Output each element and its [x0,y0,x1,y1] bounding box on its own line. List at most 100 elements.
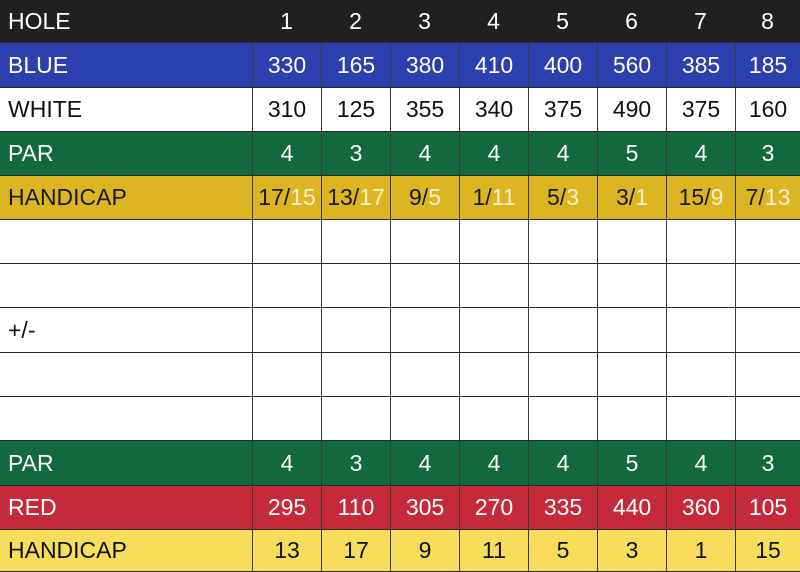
cell-value: 560 [612,51,652,78]
score-entry-cell[interactable] [459,397,528,440]
hole-6-value: 3 [597,530,666,571]
alt-handicap-value: 5 [428,184,441,210]
hole-3-value: 3 [390,0,459,42]
cell-value: 8 [761,7,774,34]
cell-value: 5 [556,7,569,34]
alt-handicap-value: 9 [710,184,724,210]
cell-value: 110 [337,494,375,520]
hole-4-value: 1/11 [459,176,528,219]
score-entry-cell[interactable] [252,220,321,263]
cell-value: 3 [349,140,363,166]
score-entry-cell[interactable] [252,264,321,307]
hole-7-value: 4 [666,441,735,485]
hole-2-value: 165 [321,43,390,87]
cell-value: 13 [274,537,300,563]
cell-value: 5/ [547,184,567,210]
hole-1-value: 330 [252,43,321,87]
score-entry-cell[interactable] [597,308,666,352]
hole-7-value: 1 [666,530,735,571]
alt-handicap-value: 15 [290,184,316,210]
score-entry-cell[interactable] [321,264,390,307]
score-entry-cell[interactable] [597,220,666,263]
hole-1-value: 13 [252,530,321,571]
score-entry-cell[interactable] [597,353,666,396]
hole-1-value: 295 [252,486,321,529]
score-entry-cell[interactable] [390,397,459,440]
score-entry-cell[interactable] [666,353,735,396]
cell-value: 4 [280,449,294,476]
score-entry-cell[interactable] [390,353,459,396]
score-entry-cell[interactable] [459,308,528,352]
cell-value: 330 [267,51,307,78]
score-entry-cell[interactable] [666,220,735,263]
hole-2-value: 3 [321,441,390,485]
cell-value: 5 [625,449,639,476]
score-entry-cell[interactable] [597,264,666,307]
score-entry-cell[interactable] [528,264,597,307]
score-entry-cell[interactable] [528,308,597,352]
score-entry-cell[interactable] [528,397,597,440]
cell-value: 11 [482,537,506,563]
score-entry-cell[interactable] [735,264,800,307]
score-entry-cell[interactable] [252,308,321,352]
score-entry-cell[interactable] [735,353,800,396]
hole-8-value: 15 [735,530,800,571]
cell-value: 4 [556,449,570,476]
hole-1-value: 310 [252,88,321,131]
score-entry-cell[interactable] [459,353,528,396]
score-entry-cell[interactable] [666,264,735,307]
score-entry-cell[interactable] [390,308,459,352]
score-entry-cell[interactable] [459,264,528,307]
score-entry-cell[interactable] [528,353,597,396]
score-entry-cell[interactable] [321,308,390,352]
row-label: HOLE [8,7,71,34]
score-entry-cell[interactable] [252,353,321,396]
cell-value: 375 [543,96,583,122]
hole-8-value: 3 [735,132,800,175]
score-entry-cell[interactable] [666,397,735,440]
score-entry-cell[interactable] [252,397,321,440]
score-entry-cell[interactable] [459,220,528,263]
hole-6-value: 3/1 [597,176,666,219]
cell-value: 4 [418,140,432,166]
hole-4-value: 4 [459,0,528,42]
hole-2-value: 13/17 [321,176,390,219]
score-entry-cell[interactable] [321,220,390,263]
hole-7-value: 7 [666,0,735,42]
hole-8-value: 3 [735,441,800,485]
score-entry-cell[interactable] [321,353,390,396]
hole-2-value: 17 [321,530,390,571]
row-label [0,220,252,263]
hole-7-value: 4 [666,132,735,175]
score-entry-cell[interactable] [528,220,597,263]
hole-7-value: 360 [666,486,735,529]
score-entry-cell[interactable] [666,308,735,352]
hole-4-value: 4 [459,132,528,175]
scorecard-row-blank-6 [0,264,800,308]
hole-3-value: 4 [390,441,459,485]
hole-6-value: 5 [597,441,666,485]
scorecard-row-handicap-12: HANDICAP 13 17 9 11 5 3 1 15 [0,530,800,572]
cell-value: 4 [487,140,501,166]
score-entry-cell[interactable] [735,308,800,352]
row-label: HANDICAP [8,537,127,563]
score-entry-cell[interactable] [390,264,459,307]
hole-5-value: 4 [528,132,597,175]
cell-value: 2 [349,7,362,34]
cell-value: 7/ [745,184,765,210]
row-label [0,264,252,307]
hole-3-value: 305 [390,486,459,529]
cell-value: 160 [748,96,788,122]
score-entry-cell[interactable] [735,220,800,263]
hole-2-value: 3 [321,132,390,175]
row-label [0,353,252,396]
score-entry-cell[interactable] [597,397,666,440]
cell-value: 3 [625,537,639,563]
hole-8-value: 160 [735,88,800,131]
row-label: BLUE [8,51,69,78]
score-entry-cell[interactable] [321,397,390,440]
hole-5-value: 335 [528,486,597,529]
score-entry-cell[interactable] [735,397,800,440]
alt-handicap-value: 3 [566,184,579,210]
score-entry-cell[interactable] [390,220,459,263]
